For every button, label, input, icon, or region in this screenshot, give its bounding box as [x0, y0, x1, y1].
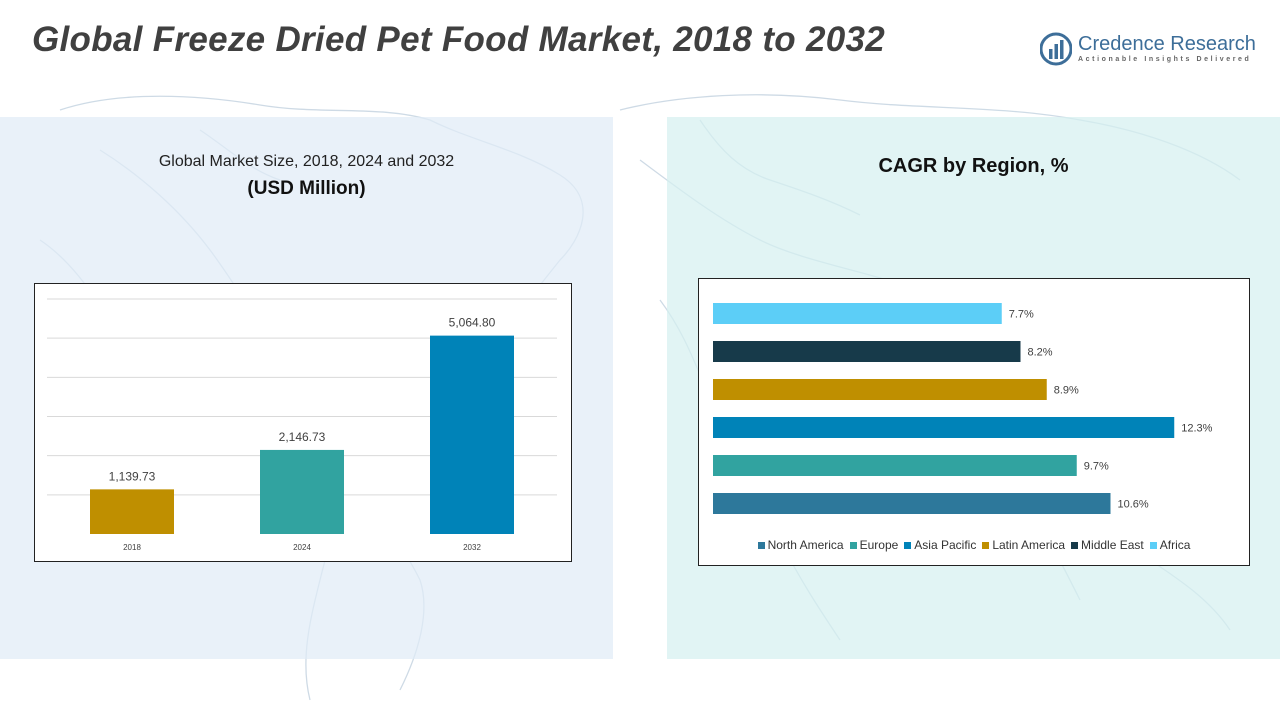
data-label-africa: 7.7% [1009, 309, 1034, 321]
legend-label: Latin America [992, 538, 1066, 552]
bar-chart-logo-icon [1040, 32, 1072, 66]
cagr-chart-svg: 7.7% 8.2% 8.9% 12.3% 9.7% 10.6% [713, 303, 1213, 514]
data-label-2032: 5,064.80 [449, 316, 496, 330]
market-size-chart-svg: 1,139.73 2018 2,146.73 2024 5,064.80 2032 [47, 298, 557, 552]
data-label-2018: 1,139.73 [109, 469, 156, 483]
logo-name: Credence Research [1078, 33, 1256, 55]
company-logo: Credence Research Actionable Insights De… [1040, 30, 1260, 70]
bar-asia-pacific [713, 417, 1175, 438]
legend-item-africa: Africa [1149, 538, 1191, 552]
legend-swatch [982, 542, 990, 550]
cagr-title: CAGR by Region, % [878, 155, 1069, 177]
market-size-subtitle: Global Market Size, 2018, 2024 and 2032 [158, 153, 455, 170]
data-label-latin-america: 8.9% [1054, 385, 1079, 397]
legend-label: Asia Pacific [914, 538, 977, 552]
data-label-north-america: 10.6% [1118, 499, 1149, 511]
bar-africa [713, 303, 1002, 324]
data-label-asia-pacific: 12.3% [1181, 423, 1212, 435]
legend-swatch [1149, 542, 1157, 550]
data-label-middle-east: 8.2% [1028, 347, 1053, 359]
data-label-2024: 2,146.73 [279, 430, 326, 444]
bar-2024 [260, 449, 344, 534]
legend-label: Europe [859, 538, 899, 552]
legend-swatch [1071, 542, 1079, 550]
bar-europe [713, 455, 1077, 476]
legend-swatch [849, 542, 857, 550]
legend-label: Africa [1159, 538, 1191, 552]
legend-item-latin-america: Latin America [982, 538, 1065, 552]
legend-label: North America [767, 538, 844, 552]
bar-2032 [430, 335, 514, 534]
cagr-chart: 7.7% 8.2% 8.9% 12.3% 9.7% 10.6% North America… [698, 278, 1250, 566]
legend-item-middle-east: Middle East [1071, 538, 1144, 552]
page-title: Global Freeze Dried Pet Food Market, 201… [32, 20, 886, 59]
x-tick-2024: 2024 [293, 543, 311, 552]
x-tick-2032: 2032 [463, 543, 481, 552]
market-size-unit: (USD Million) [247, 178, 366, 199]
legend-swatch [904, 542, 912, 550]
cagr-legend: North America Europe Asia Pacific Latin Ame… [699, 538, 1249, 552]
legend-item-north-america: North America [757, 538, 844, 552]
bar-middle-east [713, 341, 1021, 362]
bar-2018 [90, 489, 174, 534]
x-tick-2018: 2018 [123, 543, 141, 552]
data-label-europe: 9.7% [1084, 461, 1109, 473]
logo-tagline: Actionable Insights Delivered [1078, 56, 1252, 63]
legend-item-asia-pacific: Asia Pacific [904, 538, 976, 552]
bar-north-america [713, 493, 1111, 514]
market-size-chart: 1,139.73 2018 2,146.73 2024 5,064.80 2032 [34, 283, 572, 562]
legend-swatch [757, 542, 765, 550]
legend-item-europe: Europe [849, 538, 899, 552]
legend-label: Middle East [1081, 538, 1144, 552]
bar-latin-america [713, 379, 1047, 400]
